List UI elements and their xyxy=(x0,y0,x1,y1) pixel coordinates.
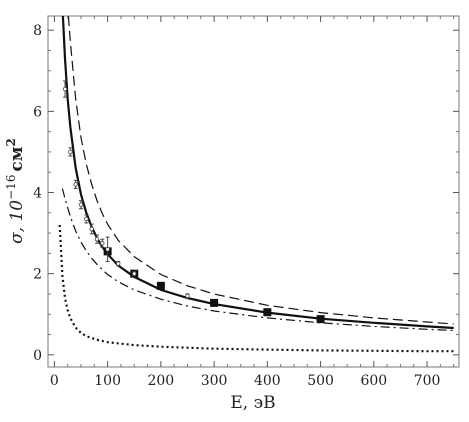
data-point-circle xyxy=(62,86,68,92)
y-tick-label: 4 xyxy=(33,186,42,202)
y-tick-label: 2 xyxy=(33,267,42,283)
data-point-circle xyxy=(89,226,94,232)
data-point-circle xyxy=(116,261,121,266)
data-point-circle xyxy=(78,202,84,207)
y-tick-label: 8 xyxy=(33,23,42,39)
data-point-circle xyxy=(185,293,190,299)
data-point-circle xyxy=(132,271,137,276)
x-tick-label: 400 xyxy=(254,373,281,389)
y-axis-label-unit: см xyxy=(7,146,27,171)
data-point-circle xyxy=(100,241,105,246)
x-tick-label: 300 xyxy=(201,373,228,389)
y-axis-label-main: σ, 10 xyxy=(7,200,27,244)
x-tick-label: 700 xyxy=(414,373,441,389)
data-point-circle xyxy=(94,236,100,242)
x-axis-label: E, эВ xyxy=(230,393,275,413)
y-tick-label: 0 xyxy=(33,348,42,364)
data-point-circle xyxy=(73,182,78,187)
plot-frame xyxy=(47,15,460,368)
series-line-dotted xyxy=(58,224,454,353)
y-axis-label-exponent: −16 xyxy=(4,175,18,200)
series-layer xyxy=(58,15,454,353)
axes-layer: 0 100 200 300 400 500 600 700 0 2 4 6 8 xyxy=(33,16,459,389)
x-tick-label: 0 xyxy=(50,373,59,389)
data-point-square xyxy=(210,298,219,307)
y-axis-label: σ, 10−16 см2 xyxy=(4,138,27,244)
series-line-dash-dot xyxy=(61,188,454,332)
x-tick-label: 600 xyxy=(360,373,387,389)
data-point-circle xyxy=(68,149,73,155)
series-line-dashed xyxy=(67,15,454,325)
x-tick-label: 100 xyxy=(94,373,121,389)
series-line-solid xyxy=(61,15,454,330)
y-axis-label-unit-exponent: 2 xyxy=(4,138,18,146)
data-point-circle xyxy=(105,247,110,252)
x-tick-label: 500 xyxy=(307,373,334,389)
y-tick-label: 6 xyxy=(33,104,42,120)
data-point-square xyxy=(156,281,165,290)
data-point-square xyxy=(316,315,325,324)
data-point-circle xyxy=(84,216,89,222)
data-point-square xyxy=(263,308,272,317)
x-tick-label: 200 xyxy=(147,373,174,389)
